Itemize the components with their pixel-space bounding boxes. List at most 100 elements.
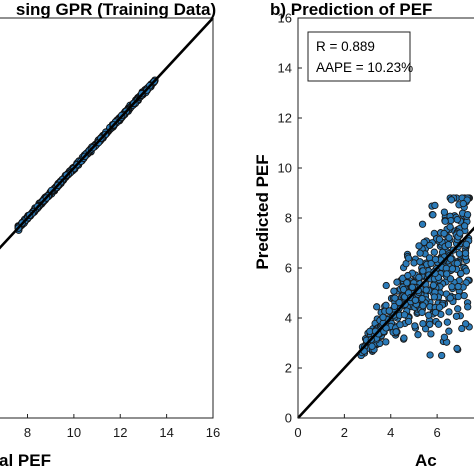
panel-b-title: b) Prediction of PEF	[270, 0, 432, 19]
panel-b-point	[427, 259, 435, 268]
panel-b-point	[447, 255, 455, 263]
panel-b-point	[440, 333, 449, 341]
panel-b-point	[426, 320, 434, 329]
panel-b-point	[385, 307, 393, 315]
panel-b-point	[418, 308, 426, 317]
panel-b-point	[431, 201, 439, 210]
panel-b-y-tick-label: 16	[278, 11, 292, 26]
panel-b-point	[455, 250, 464, 258]
panel-b-point	[464, 303, 472, 311]
panel-b-point	[400, 311, 409, 319]
panel-b-y-tick-label: 8	[285, 211, 292, 226]
panel-b-point	[430, 248, 438, 256]
panel-b-point	[373, 303, 381, 311]
panel-b-point	[408, 283, 416, 291]
panel-b-point	[446, 294, 454, 302]
panel-b-point	[382, 281, 390, 290]
panel-b-y-tick-label: 14	[278, 61, 292, 76]
panel-b-point	[434, 320, 443, 328]
panel-b-point	[452, 312, 461, 320]
panel-b-point	[426, 241, 434, 249]
panel-b-point	[446, 223, 454, 231]
panel-b-point	[403, 279, 411, 287]
panel-b-point	[414, 331, 422, 339]
panel-a: 8 10 12 14 16 sing GPR (Training Data) al PE…	[0, 0, 220, 470]
panel-b-point	[445, 234, 453, 242]
panel-b-point	[390, 302, 399, 311]
panel-b-point	[399, 285, 408, 294]
panel-b-point	[410, 259, 418, 267]
panel-b-point	[454, 305, 462, 313]
panel-a-x-tick-label: 16	[206, 425, 220, 440]
panel-b-point	[431, 308, 440, 317]
panel-b-point	[393, 278, 401, 286]
panel-b-point	[463, 210, 472, 219]
panel-b-point	[427, 330, 435, 338]
panel-b-point	[440, 229, 448, 238]
panel-b-point	[411, 296, 420, 304]
panel-a-x-ticks: 8 10 12 14 16	[24, 414, 220, 440]
panel-b-point	[404, 254, 413, 262]
panel-b-point	[460, 292, 468, 300]
panel-b-y-axis-label: Predicted PEF	[253, 154, 272, 269]
panel-b-point	[419, 267, 427, 275]
panel-b-point	[462, 320, 470, 328]
panel-b-x-tick-label: 6	[434, 425, 441, 440]
panel-b-point	[431, 255, 440, 263]
panel-b-point	[404, 271, 412, 280]
panel-b-point	[411, 322, 419, 330]
panel-b-y-ticks: 0 2 4 6 8 10 12 14 16	[278, 11, 302, 426]
panel-b-point	[457, 269, 465, 278]
panel-b-point	[462, 240, 470, 248]
panel-a-x-axis-label: al PEF	[0, 451, 51, 470]
panel-b-points	[357, 194, 474, 360]
panel-b-point	[458, 324, 466, 333]
panel-b-point	[368, 342, 376, 350]
panel-b-point	[454, 282, 462, 291]
panel-b-point	[444, 241, 453, 249]
panel-b-point	[430, 293, 439, 301]
panel-b-point	[440, 208, 449, 216]
panel-b-reference-line	[297, 226, 474, 419]
panel-b-point	[415, 273, 423, 282]
panel-b-point	[448, 283, 456, 291]
panel-b-point	[453, 344, 461, 353]
panel-b-point	[416, 249, 424, 257]
panel-b-y-tick-label: 2	[285, 361, 292, 376]
panel-b-x-axis-label: Ac	[415, 451, 437, 470]
panel-b-point	[448, 265, 457, 273]
panel-b-point	[390, 287, 398, 295]
panel-b-point	[400, 334, 408, 342]
panel-b-point	[392, 328, 400, 336]
panel-b-point	[396, 321, 404, 329]
panel-b-point	[419, 302, 427, 310]
panel-b-point	[426, 351, 434, 359]
panel-b-point	[461, 249, 470, 257]
panel-a-x-tick-label: 14	[159, 425, 173, 440]
panel-a-x-tick-label: 10	[67, 425, 81, 440]
panel-b-y-tick-label: 4	[285, 311, 292, 326]
panel-b-point	[435, 235, 444, 243]
panel-b-x-tick-label: 4	[387, 425, 394, 440]
panel-b-point	[429, 281, 438, 289]
panel-b-point	[419, 319, 427, 328]
panel-a-title: sing GPR (Training Data)	[16, 0, 216, 19]
panel-a-reference-line	[0, 17, 214, 250]
panel-b-point	[447, 196, 456, 204]
panel-b-point	[420, 238, 428, 246]
panel-b-point	[445, 327, 453, 335]
panel-b-point	[461, 222, 469, 230]
panel-b-y-tick-label: 0	[285, 411, 292, 426]
panel-b-x-ticks: 0 2 4 6	[294, 414, 441, 440]
panel-b-point	[404, 317, 413, 326]
panel-b-point	[418, 220, 427, 228]
panel-b-point	[443, 318, 452, 326]
panel-b-point	[415, 242, 423, 250]
panel-b-stats-box: R = 0.889 AAPE = 10.23%	[307, 31, 413, 82]
panel-b-point	[379, 313, 387, 321]
panel-b-point	[446, 275, 455, 283]
panel-b-point	[453, 259, 461, 267]
panel-b-point	[416, 258, 424, 266]
